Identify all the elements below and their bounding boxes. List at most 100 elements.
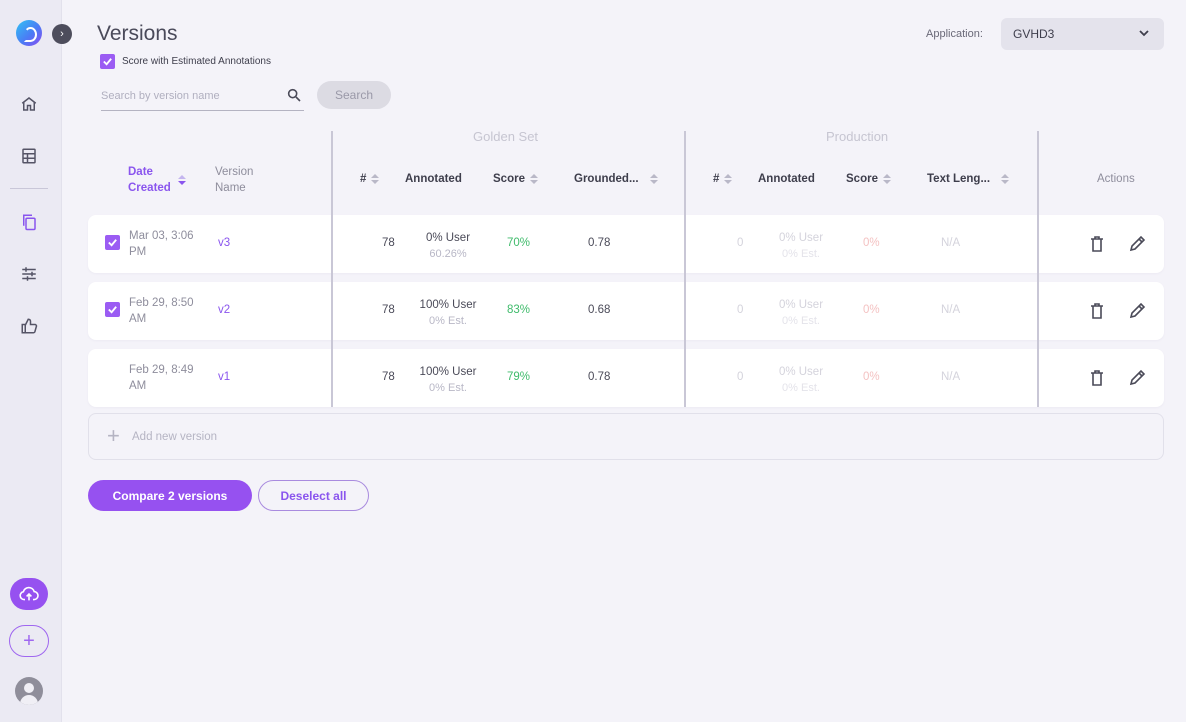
- col-date-created-label: Date Created: [128, 166, 171, 194]
- golden-score: 79%: [507, 371, 531, 383]
- sidebar-divider: [10, 188, 48, 189]
- annotated-user: 100% User: [419, 366, 477, 378]
- search-icon[interactable]: [286, 87, 302, 108]
- col-golden-count-label: #: [360, 173, 367, 185]
- search-button[interactable]: Search: [317, 81, 391, 109]
- annotated-user: 100% User: [419, 299, 477, 311]
- checkbox-icon[interactable]: [100, 54, 115, 69]
- col-golden-grounded[interactable]: Grounded...: [574, 173, 658, 185]
- edit-icon[interactable]: [1128, 235, 1146, 258]
- column-divider: [331, 131, 333, 407]
- col-prod-annotated[interactable]: Annotated: [758, 173, 815, 185]
- golden-annotated: 100% User 0% Est.: [408, 364, 488, 396]
- col-golden-score-label: Score: [493, 173, 525, 185]
- prod-count: 0: [737, 304, 744, 316]
- home-icon[interactable]: [19, 94, 39, 114]
- col-prod-score[interactable]: Score: [846, 173, 891, 185]
- prod-text-length: N/A: [941, 371, 961, 383]
- table-icon[interactable]: [19, 146, 39, 166]
- annotated-est: 0% Est.: [782, 382, 820, 394]
- col-date-created[interactable]: Date Created: [128, 164, 186, 196]
- col-actions: Actions: [1097, 173, 1135, 185]
- avatar[interactable]: [15, 677, 43, 705]
- prod-score: 0%: [863, 371, 880, 383]
- sort-icon[interactable]: [1001, 173, 1010, 185]
- col-golden-score[interactable]: Score: [493, 173, 538, 185]
- add-version-label: Add new version: [132, 431, 218, 443]
- table-row[interactable]: Mar 03, 3:06 PM v3 78 0% User 60.26% 70%…: [88, 215, 1164, 273]
- col-golden-grounded-label: Grounded...: [574, 173, 639, 185]
- sidebar: +: [0, 0, 62, 722]
- plus-icon[interactable]: +: [9, 625, 49, 657]
- deselect-all-button[interactable]: Deselect all: [258, 480, 369, 511]
- col-golden-count[interactable]: #: [360, 173, 380, 185]
- delete-icon[interactable]: [1089, 235, 1105, 258]
- sliders-icon[interactable]: [19, 264, 39, 284]
- copy-icon[interactable]: [19, 212, 39, 232]
- golden-grounded: 0.78: [588, 371, 611, 383]
- version-name[interactable]: v3: [218, 237, 231, 249]
- golden-count: 78: [382, 237, 395, 249]
- edit-icon[interactable]: [1128, 302, 1146, 325]
- col-golden-annotated[interactable]: Annotated: [405, 173, 462, 185]
- expand-icon[interactable]: ›: [52, 24, 72, 44]
- application-select[interactable]: GVHD3: [1001, 18, 1164, 50]
- col-version-name[interactable]: Version Name: [215, 166, 254, 194]
- estimate-toggle-label: Score with Estimated Annotations: [122, 56, 271, 67]
- sort-icon[interactable]: [649, 173, 658, 185]
- add-version-row[interactable]: + Add new version: [88, 413, 1164, 460]
- golden-score: 70%: [507, 237, 531, 249]
- application-label: Application:: [926, 28, 983, 40]
- column-divider: [684, 131, 686, 407]
- annotated-est: 60.26%: [429, 248, 467, 260]
- prod-score: 0%: [863, 237, 880, 249]
- version-name[interactable]: v2: [218, 304, 231, 316]
- search-input[interactable]: [101, 84, 281, 108]
- column-divider: [1037, 131, 1039, 407]
- date-created: Feb 29, 8:49 AM: [129, 364, 194, 392]
- annotated-est: 0% Est.: [429, 315, 467, 327]
- table-row[interactable]: Feb 29, 8:50 AM v2 78 100% User 0% Est. …: [88, 282, 1164, 340]
- golden-grounded: 0.68: [588, 304, 611, 316]
- golden-grounded: 0.78: [588, 237, 611, 249]
- annotated-user: 0% User: [425, 232, 471, 244]
- prod-annotated: 0% User 0% Est.: [761, 297, 841, 329]
- date-created: Feb 29, 8:50 AM: [129, 297, 194, 325]
- date-created: Mar 03, 3:06 PM: [129, 230, 194, 258]
- annotated-est: 0% Est.: [429, 382, 467, 394]
- col-prod-score-label: Score: [846, 173, 878, 185]
- production-label: Production: [826, 129, 889, 144]
- prod-count: 0: [737, 371, 744, 383]
- sort-icon[interactable]: [529, 173, 538, 185]
- sort-icon[interactable]: [882, 173, 891, 185]
- delete-icon[interactable]: [1089, 369, 1105, 392]
- estimate-toggle[interactable]: Score with Estimated Annotations: [100, 54, 271, 69]
- prod-text-length: N/A: [941, 304, 961, 316]
- annotated-user: 0% User: [778, 232, 824, 244]
- sort-desc-icon[interactable]: [178, 174, 186, 186]
- golden-count: 78: [382, 304, 395, 316]
- edit-icon[interactable]: [1128, 369, 1146, 392]
- delete-icon[interactable]: [1089, 302, 1105, 325]
- col-prod-text-length-label: Text Leng...: [927, 173, 991, 185]
- app-logo-icon[interactable]: [16, 20, 42, 46]
- sort-icon[interactable]: [724, 173, 733, 185]
- golden-score: 83%: [507, 304, 531, 316]
- col-prod-count-label: #: [713, 173, 720, 185]
- compare-versions-button[interactable]: Compare 2 versions: [88, 480, 252, 511]
- page-title: Versions: [97, 22, 178, 45]
- prod-text-length: N/A: [941, 237, 961, 249]
- row-checkbox[interactable]: [105, 302, 120, 317]
- golden-count: 78: [382, 371, 395, 383]
- col-prod-text-length[interactable]: Text Leng...: [927, 173, 1010, 185]
- golden-annotated: 100% User 0% Est.: [408, 297, 488, 329]
- thumbs-up-icon[interactable]: [19, 316, 39, 336]
- golden-set-label: Golden Set: [473, 129, 539, 144]
- sort-icon[interactable]: [371, 173, 380, 185]
- col-prod-count[interactable]: #: [713, 173, 733, 185]
- row-checkbox[interactable]: [105, 235, 120, 250]
- table-row[interactable]: Feb 29, 8:49 AM v1 78 100% User 0% Est. …: [88, 349, 1164, 407]
- version-name[interactable]: v1: [218, 371, 231, 383]
- annotated-est: 0% Est.: [782, 248, 820, 260]
- cloud-upload-icon[interactable]: [10, 578, 48, 610]
